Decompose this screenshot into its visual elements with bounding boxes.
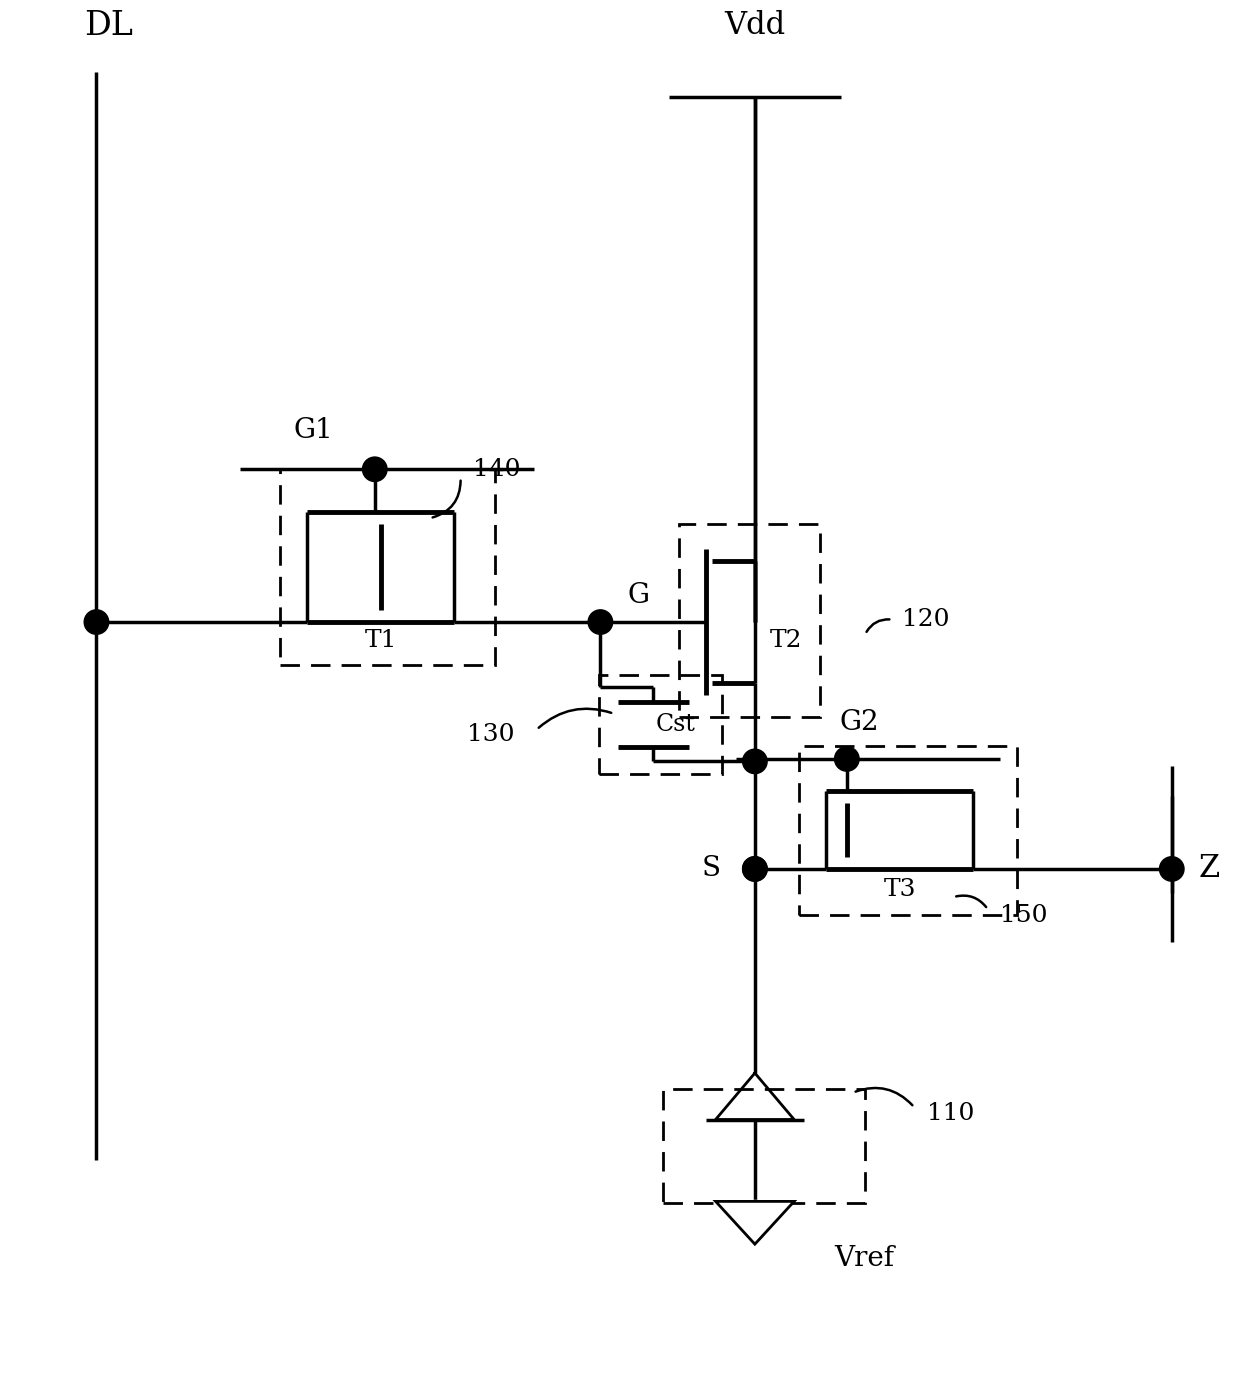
- Bar: [678, 525, 820, 718]
- Bar: [663, 1088, 866, 1203]
- Bar: [799, 746, 1017, 915]
- Circle shape: [743, 856, 768, 881]
- Circle shape: [835, 747, 859, 771]
- Text: DL: DL: [84, 10, 133, 42]
- Text: G1: G1: [294, 417, 334, 443]
- Text: T2: T2: [769, 630, 802, 652]
- Text: T1: T1: [365, 630, 397, 652]
- Circle shape: [743, 856, 768, 881]
- Circle shape: [362, 457, 387, 481]
- Text: Cst: Cst: [655, 712, 696, 736]
- Bar: [599, 674, 722, 774]
- Bar: [280, 469, 495, 665]
- Text: G2: G2: [839, 709, 879, 736]
- Text: 130: 130: [466, 723, 515, 746]
- Text: 120: 120: [901, 609, 950, 631]
- Text: 140: 140: [472, 457, 521, 481]
- Text: Vdd: Vdd: [724, 10, 785, 41]
- Circle shape: [588, 610, 613, 634]
- Text: 150: 150: [1001, 904, 1048, 928]
- Text: T3: T3: [883, 879, 916, 901]
- Circle shape: [1159, 856, 1184, 881]
- Circle shape: [84, 610, 109, 634]
- Text: G: G: [627, 582, 650, 609]
- Text: 110: 110: [926, 1102, 973, 1125]
- Text: Vref: Vref: [835, 1245, 895, 1272]
- Circle shape: [743, 750, 768, 774]
- Polygon shape: [715, 1202, 794, 1244]
- Text: Z: Z: [1199, 853, 1220, 884]
- Text: S: S: [702, 855, 720, 883]
